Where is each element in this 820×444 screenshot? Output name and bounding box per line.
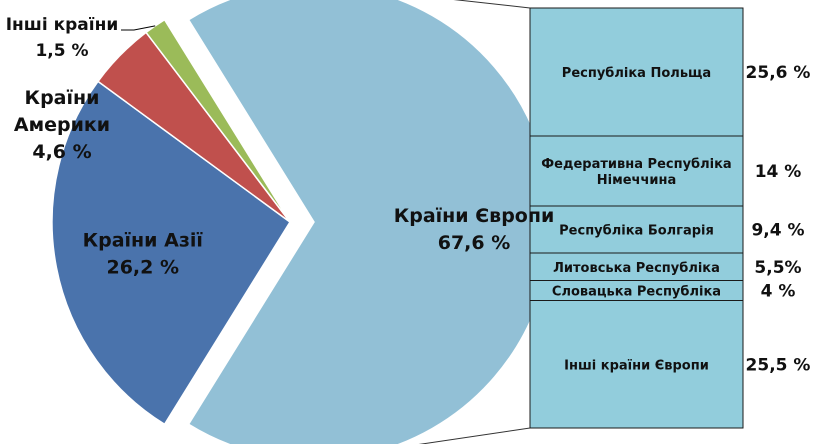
bar-value-label-4: 4 % [761, 282, 796, 302]
bar-segment-0 [529, 7, 744, 137]
breakdown-bar: Республіка Польща 25,6 % Федеративна Респу… [529, 7, 811, 429]
connector-top [453, 0, 531, 9]
pie-labels: Країни Європи 67,6 % Країни Азії 26,2 % Краї… [6, 15, 555, 279]
pie-label-0: Країни Європи 67,6 % [394, 205, 555, 254]
pie-slice-3 [145, 18, 291, 223]
bar-segment-1 [529, 135, 744, 207]
bar-value-label-2: 9,4 % [751, 221, 804, 241]
bar-category-label-4: Словацька Республіка [552, 285, 721, 300]
connector-bottom [418, 427, 531, 444]
pie-slice-1 [51, 80, 292, 426]
bar-segment-5 [529, 300, 744, 429]
pie-chart [51, 0, 553, 444]
bar-segment-2 [529, 205, 744, 254]
bar-category-label-0: Республіка Польща [562, 66, 711, 81]
pie-label-2: Країни Америки 4,6 % [14, 87, 110, 163]
bar-segment-3 [529, 252, 744, 281]
bar-category-label-1: Федеративна Республіка Німеччина [541, 157, 731, 188]
bar-value-label-3: 5,5% [754, 258, 801, 278]
connector-lines [418, 0, 531, 444]
pie-label-1: Країни Азії 26,2 % [83, 230, 204, 279]
bar-category-label-2: Республіка Болгарія [559, 224, 714, 239]
pie-label-3: Інші країни 1,5 % [6, 15, 119, 61]
bar-category-label-3: Литовська Республіка [553, 261, 720, 276]
bar-value-label-5: 25,5 % [746, 355, 811, 375]
bar-value-label-1: 14 % [755, 162, 802, 182]
bar-value-label-0: 25,6 % [746, 63, 811, 83]
bar-category-label-5: Інші країни Європи [564, 358, 709, 373]
leader-line [121, 25, 156, 31]
